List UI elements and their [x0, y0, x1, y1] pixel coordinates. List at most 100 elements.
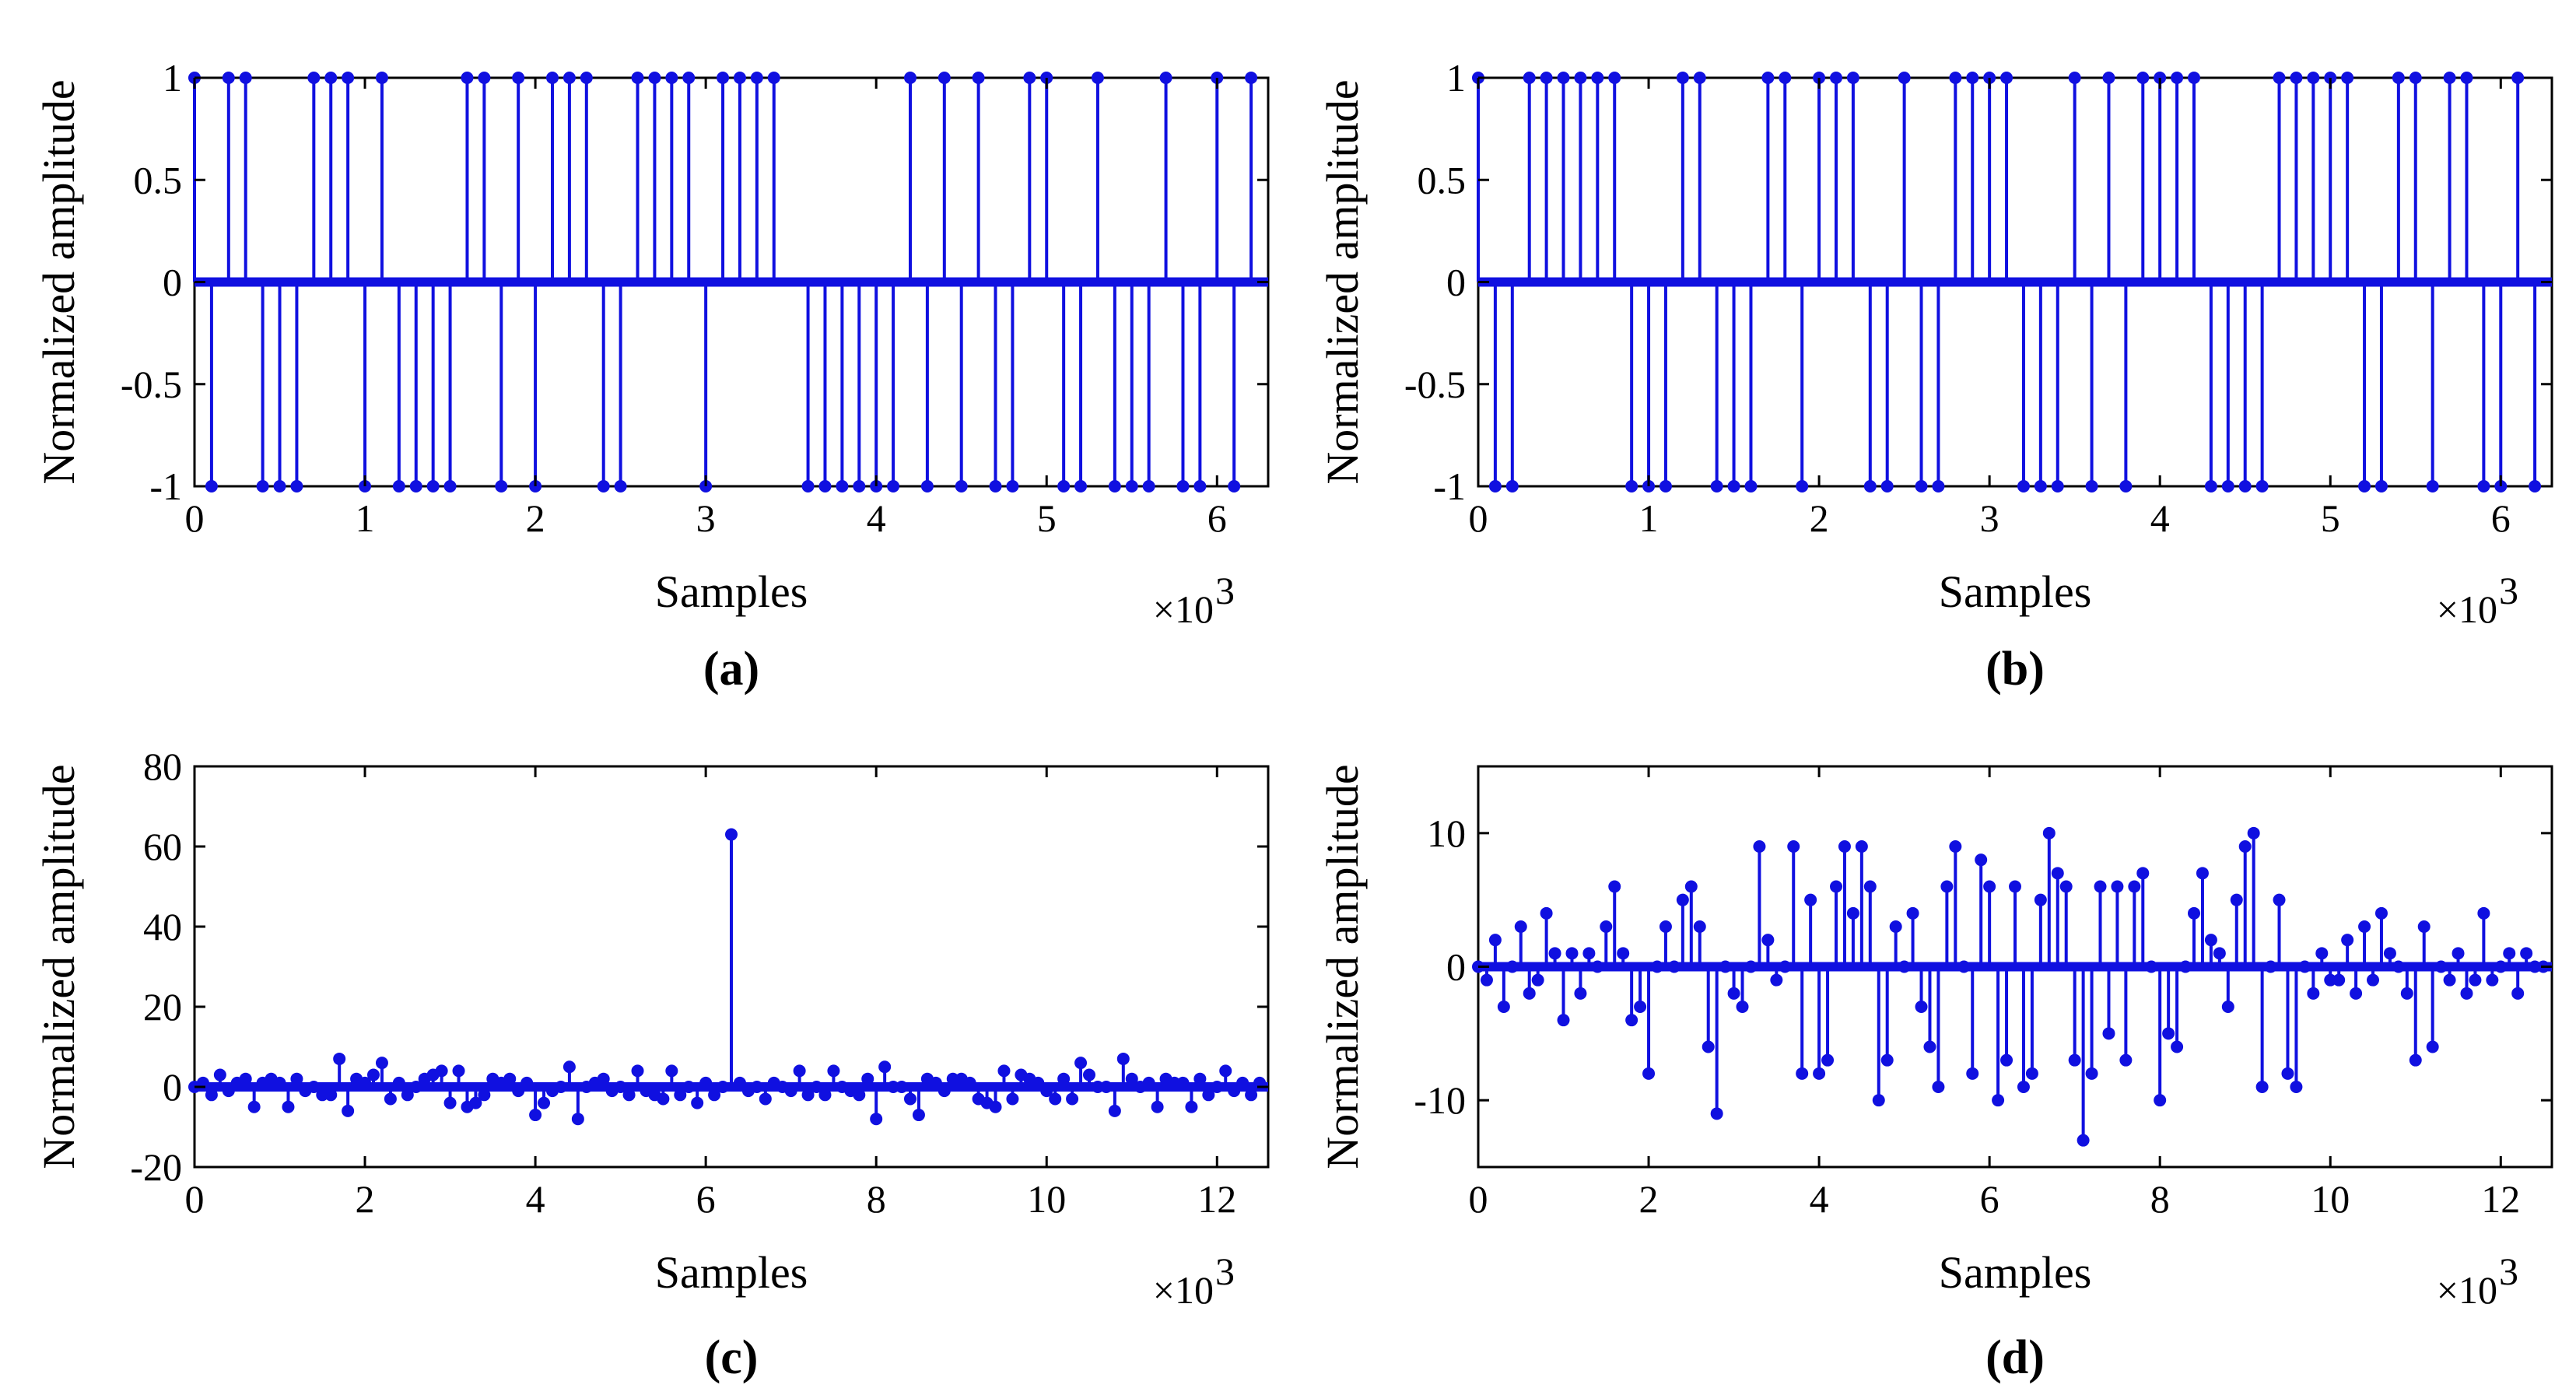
panel-b-y-tick-label: -0.5 — [1404, 363, 1466, 406]
panel-b-marker — [2255, 480, 2269, 492]
panel-c-x-axis-title: Samples — [655, 1247, 808, 1298]
panel-d-marker — [1880, 1053, 1894, 1067]
panel-c-marker — [1066, 1092, 1079, 1106]
panel-d-marker — [2443, 973, 2456, 987]
panel-d-marker — [1565, 947, 1579, 960]
panel-d-marker — [1949, 840, 1962, 853]
panel-a-x-tick-label: 0 — [185, 496, 205, 540]
panel-b-marker — [2068, 72, 2081, 84]
panel-d-marker — [2162, 1027, 2175, 1040]
panel-d-marker — [1659, 920, 1672, 933]
panel-b-marker — [2221, 480, 2234, 492]
panel-a-y-tick-label: -1 — [149, 464, 182, 508]
panel-a-marker — [1108, 480, 1121, 492]
panel-b-marker — [2102, 72, 2115, 84]
panel-d-marker — [1761, 934, 1775, 947]
panel-c-marker — [333, 1052, 346, 1065]
panel-c-marker — [904, 1092, 916, 1106]
panel-c-marker — [725, 828, 738, 841]
panel-d-x-tick-label: 12 — [2481, 1177, 2520, 1221]
panel-a-marker — [273, 480, 286, 492]
panel-a-marker — [324, 72, 338, 84]
panel-d-marker — [1693, 920, 1706, 933]
panel-b-marker — [1710, 480, 1723, 492]
panel-a-marker — [1142, 480, 1155, 492]
panel-d-marker — [1608, 880, 1621, 893]
panel-c-x-tick-label: 0 — [185, 1177, 205, 1221]
panel-c-marker — [384, 1092, 397, 1106]
panel-b-y-axis-title: Normalized amplitude — [1317, 79, 1368, 484]
panel-d-marker — [2077, 1134, 2090, 1147]
panel-d-marker — [2009, 880, 2021, 893]
panel-c-marker — [1049, 1092, 1062, 1106]
panel-b-marker — [2529, 480, 2542, 492]
panel-b-x-axis-title: Samples — [1939, 566, 2092, 617]
panel-b-marker — [1625, 480, 1638, 492]
panel-a-x-tick-label: 1 — [356, 496, 375, 540]
panel-d-marker — [1872, 1094, 1885, 1107]
panel-b-marker — [2443, 72, 2456, 84]
panel-b-marker — [1915, 480, 1928, 492]
panel-a-label: (a) — [703, 643, 759, 696]
panel-b-marker — [2136, 72, 2150, 84]
panel-d-marker — [2307, 987, 2320, 1000]
panel-a-marker — [580, 72, 593, 84]
panel-a-marker — [478, 72, 491, 84]
panel-b-marker — [1744, 480, 1758, 492]
panel-b-label: (b) — [1985, 643, 2045, 696]
panel-d-marker — [2068, 1053, 2081, 1067]
panel-a-marker — [1176, 480, 1190, 492]
panel-b-marker — [2374, 480, 2388, 492]
panel-d-marker — [1727, 987, 1740, 1000]
panel-d-marker — [2452, 947, 2465, 960]
panel-a-marker — [290, 480, 303, 492]
panel-c-marker — [563, 1060, 576, 1074]
panel-a-marker — [1091, 72, 1104, 84]
panel-b-marker — [2392, 72, 2405, 84]
panel-b-marker — [2460, 72, 2473, 84]
panel-d-marker — [2503, 947, 2516, 960]
panel-b-marker — [2085, 480, 2098, 492]
panel-d-marker — [1600, 920, 1613, 933]
panel-d-y-tick-label: 0 — [1446, 945, 1466, 989]
panel-a-marker — [1193, 480, 1207, 492]
panel-b-x-multiplier: ×10 — [2437, 587, 2497, 631]
panel-d-marker — [2469, 973, 2482, 987]
panel-a-marker — [256, 480, 269, 492]
panel-d-marker — [1582, 947, 1596, 960]
panel-d-x-tick-label: 0 — [1469, 1177, 1488, 1221]
panel-c-marker — [1116, 1052, 1130, 1065]
panel-d-marker — [2059, 880, 2073, 893]
panel-a-marker — [443, 480, 457, 492]
panel-b-marker — [1727, 480, 1740, 492]
panel-d-marker — [1625, 1014, 1638, 1027]
panel-d-marker — [2025, 1067, 2038, 1080]
panel-d-marker — [1514, 920, 1527, 933]
panel-c-marker — [571, 1113, 584, 1126]
panel-a-marker — [955, 480, 968, 492]
panel-b-marker — [2000, 72, 2013, 84]
panel-a-marker — [205, 480, 218, 492]
panel-d-marker — [2273, 893, 2286, 906]
panel-d-x-tick-label: 6 — [1980, 1177, 1999, 1221]
panel-d-marker — [2085, 1067, 2098, 1080]
panel-b-marker — [2188, 72, 2200, 84]
panel-a-marker — [631, 72, 644, 84]
panel-b-marker — [1830, 72, 1842, 84]
panel-c-marker — [247, 1100, 261, 1113]
panel-d-marker — [1863, 880, 1877, 893]
panel-d-marker — [2221, 1001, 2234, 1013]
panel-a-x-tick-label: 5 — [1037, 496, 1057, 540]
panel-b-marker — [2290, 72, 2303, 84]
panel-c-y-tick-label: 40 — [143, 905, 182, 948]
panel-d-marker — [1617, 947, 1630, 960]
panel-a-marker — [648, 72, 661, 84]
panel-a-marker — [392, 480, 405, 492]
panel-b-marker — [2017, 480, 2030, 492]
panel-d-marker — [2374, 906, 2388, 920]
panel-b-group: 0 1 2 3 4 5 6 -1 -0.5 0 0.5 1 Samples Normalized ampl… — [1317, 56, 2553, 696]
panel-b-marker — [1676, 72, 1689, 84]
panel-d-marker — [1983, 880, 1996, 893]
panel-d-marker — [1813, 1067, 1826, 1080]
panel-c-marker — [989, 1100, 1002, 1113]
